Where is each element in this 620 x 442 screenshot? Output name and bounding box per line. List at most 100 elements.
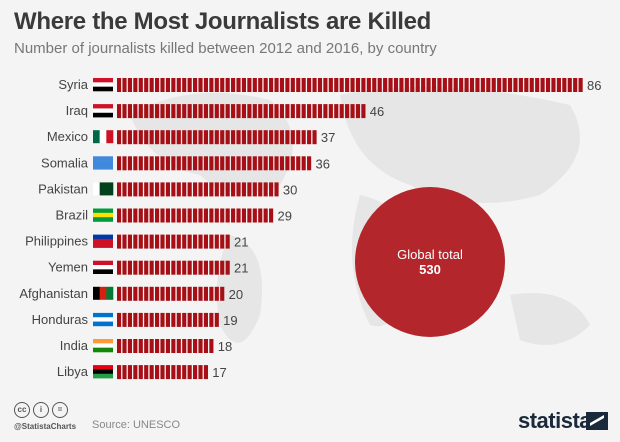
creative-commons-icons[interactable]: cc i = — [14, 402, 68, 418]
bar-segment — [252, 182, 257, 197]
no-derivatives-icon: = — [52, 402, 68, 418]
bar-segment — [127, 339, 132, 353]
bar-segment — [182, 208, 187, 223]
bar-segment — [171, 78, 176, 92]
bar-segment — [160, 260, 165, 275]
bar-segment — [377, 78, 382, 92]
flag-icon-part — [106, 286, 114, 300]
bar-segment — [209, 234, 214, 249]
bar-segment — [122, 260, 127, 275]
global-total-value: 530 — [419, 262, 441, 277]
flag-icon-part — [93, 212, 113, 218]
bar-segment — [144, 286, 149, 301]
bar-segment — [323, 104, 328, 119]
bar-segment — [317, 104, 323, 119]
bar-segment — [247, 130, 252, 145]
bar-segment — [144, 78, 149, 92]
data-label: 30 — [283, 182, 297, 197]
bar-segment — [464, 78, 469, 92]
bar-segment — [187, 208, 192, 223]
bar-segment — [176, 286, 181, 301]
bar-segment — [231, 104, 236, 119]
category-label: Afghanistan — [19, 286, 88, 301]
bar-segment — [133, 182, 138, 197]
flag-icon-part — [93, 234, 113, 240]
bar-segment — [578, 78, 583, 92]
bar-segment — [209, 312, 214, 327]
bar-segment — [117, 130, 122, 145]
statista-logo[interactable]: statista — [518, 408, 592, 433]
twitter-handle[interactable]: @StatistaCharts — [14, 422, 77, 431]
bar-segment — [203, 339, 209, 353]
bar-segment — [165, 130, 170, 145]
bar-segment — [421, 78, 426, 92]
bar-segment — [144, 260, 149, 275]
bar-segment — [269, 182, 274, 197]
bar-segment — [507, 78, 513, 92]
bar-segment — [138, 234, 143, 249]
bar-segment — [155, 208, 160, 223]
bar-segment — [144, 130, 149, 145]
data-label: 21 — [234, 261, 248, 276]
bar-segment — [193, 156, 198, 171]
bar-segment — [263, 130, 268, 145]
flag-icon-part — [93, 238, 113, 244]
bar-segment — [198, 312, 203, 327]
bar-segment — [307, 130, 312, 145]
bar-segment — [155, 182, 160, 197]
bar-segment — [328, 104, 333, 119]
bar-segment — [176, 234, 181, 249]
bar-segment — [165, 78, 170, 92]
flag-icon-part — [93, 369, 113, 375]
flag-icon-part — [93, 312, 113, 318]
bar-segment — [225, 182, 230, 197]
data-label: 19 — [223, 313, 237, 328]
bar-segment — [187, 182, 192, 197]
bar-segment — [431, 78, 437, 92]
bar-segment — [209, 182, 214, 197]
flag-icon-part — [106, 182, 114, 196]
bar-segment — [122, 78, 127, 92]
bar-segment — [144, 365, 149, 380]
flag-icon-part — [93, 208, 113, 214]
bar-segment — [491, 78, 496, 92]
bar-segment — [122, 104, 127, 119]
bar-segment — [301, 104, 306, 119]
flag-icon-part — [99, 182, 107, 196]
bar-segment — [198, 78, 203, 92]
bar-segment — [247, 182, 252, 197]
bar-segment — [312, 78, 317, 92]
bar-segment — [203, 312, 209, 327]
bar-segment — [209, 156, 214, 171]
bar-segment — [529, 78, 534, 92]
bar-segment — [165, 208, 170, 223]
category-label: Brazil — [55, 208, 88, 223]
bar-segment — [296, 130, 301, 145]
bar-segment — [171, 234, 176, 249]
bar-segment — [127, 234, 132, 249]
bar-segment — [117, 260, 122, 275]
category-label: Yemen — [48, 260, 88, 275]
bar-segment — [448, 78, 453, 92]
global-total-bubble: Global total 530 — [355, 187, 505, 337]
bar-segment — [225, 208, 230, 223]
bar-segment — [296, 104, 301, 119]
data-label: 37 — [321, 130, 335, 145]
bar-segment — [252, 156, 257, 171]
bar-segment — [469, 78, 475, 92]
bar-segment — [231, 182, 236, 197]
bar-segment — [214, 78, 219, 92]
bar-segment — [285, 104, 290, 119]
bar-segment — [453, 78, 458, 92]
bar-segment — [182, 286, 187, 301]
bar-segment — [155, 156, 160, 171]
bar-segment — [296, 156, 301, 171]
flag-icon-part — [93, 130, 100, 144]
bar-segment — [225, 156, 230, 171]
flag-icon-part — [93, 243, 113, 248]
bar-segment — [122, 182, 127, 197]
bar-segment — [301, 130, 306, 145]
bar-segment — [214, 312, 219, 327]
bar-segment — [117, 182, 122, 197]
flag-icon-part — [93, 339, 113, 344]
